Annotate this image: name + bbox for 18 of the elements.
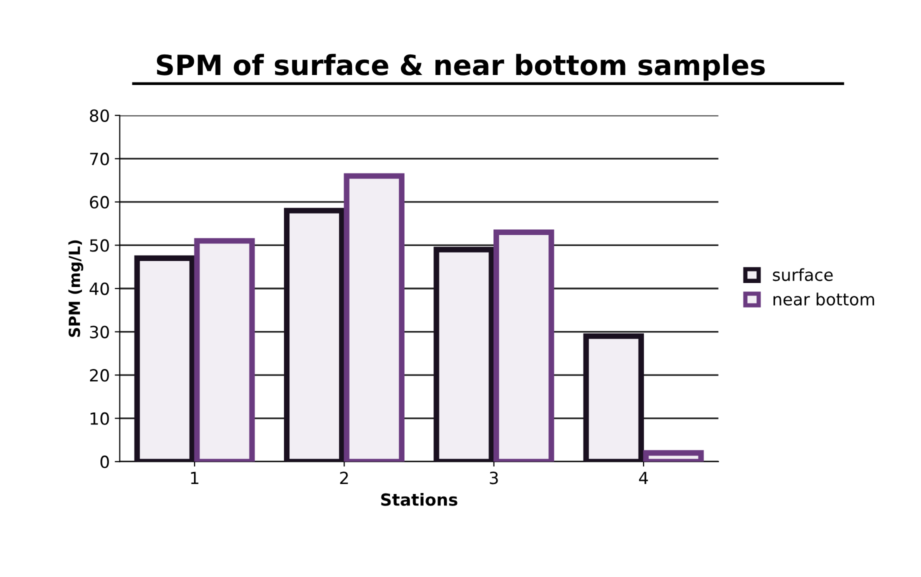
chart-title: SPM of surface & near bottom samples — [156, 54, 765, 81]
y-tick-label: 20 — [90, 369, 109, 382]
legend-label: surface — [772, 268, 833, 282]
y-tick-label: 0 — [100, 456, 109, 468]
y-tick-label: 50 — [90, 239, 109, 252]
legend-label: near bottom — [774, 292, 874, 306]
y-tick-label: 40 — [90, 282, 109, 296]
x-tick-label: 4 — [639, 472, 648, 484]
y-tick-label: 60 — [90, 196, 109, 209]
x-tick-label: 2 — [340, 472, 348, 484]
y-tick-label: 80 — [90, 109, 109, 122]
y-axis-title: SPM (mg/L) — [68, 240, 84, 337]
x-tick-label: 3 — [490, 472, 498, 484]
x-axis-title: Stations — [381, 493, 458, 506]
y-tick-label: 70 — [90, 152, 109, 166]
y-tick-label: 30 — [90, 326, 109, 338]
x-tick-label: 1 — [191, 472, 198, 484]
y-tick-label: 10 — [90, 412, 109, 425]
